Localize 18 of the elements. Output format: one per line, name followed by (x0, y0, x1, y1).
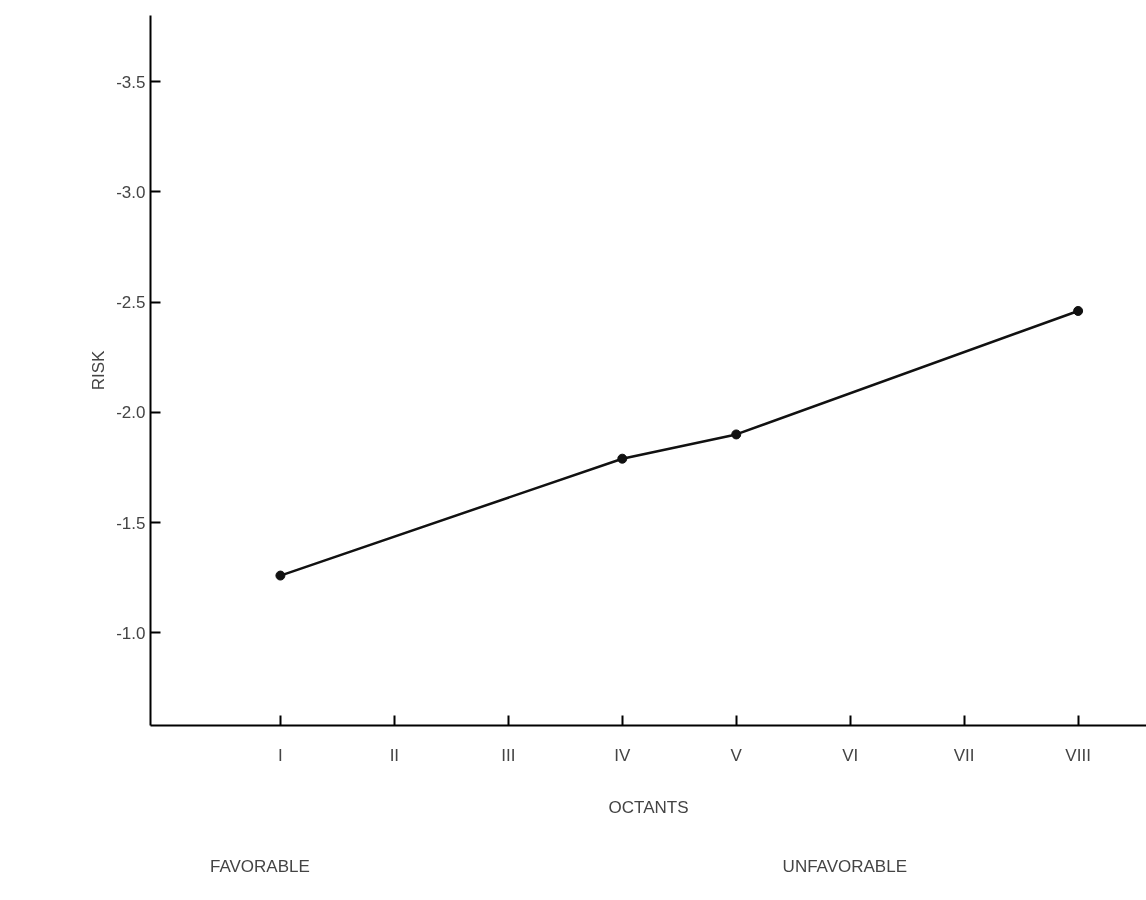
x-tick-label: VIII (1065, 745, 1091, 765)
x-tick-label: VI (842, 745, 859, 765)
x-tick-label: V (730, 745, 743, 765)
y-tick-label: -2.0 (116, 403, 146, 423)
x-axis-title: OCTANTS (608, 797, 689, 817)
y-tick-label: -3.0 (116, 182, 146, 202)
x-tick-label: IV (614, 745, 631, 765)
x-tick-label: III (501, 745, 516, 765)
x-tick-label: I (278, 745, 283, 765)
x-tick-label: II (389, 745, 400, 765)
y-tick-label: -3.5 (116, 72, 146, 92)
x-tick-label: VII (953, 745, 975, 765)
y-axis-title: RISK (89, 350, 109, 391)
y-tick-label: -1.0 (116, 623, 146, 643)
text: FAVORABLE (210, 856, 310, 878)
y-tick-label: -2.5 (116, 293, 146, 313)
y-tick-label: -1.5 (116, 513, 146, 533)
text: UNFAVORABLE (782, 856, 907, 878)
